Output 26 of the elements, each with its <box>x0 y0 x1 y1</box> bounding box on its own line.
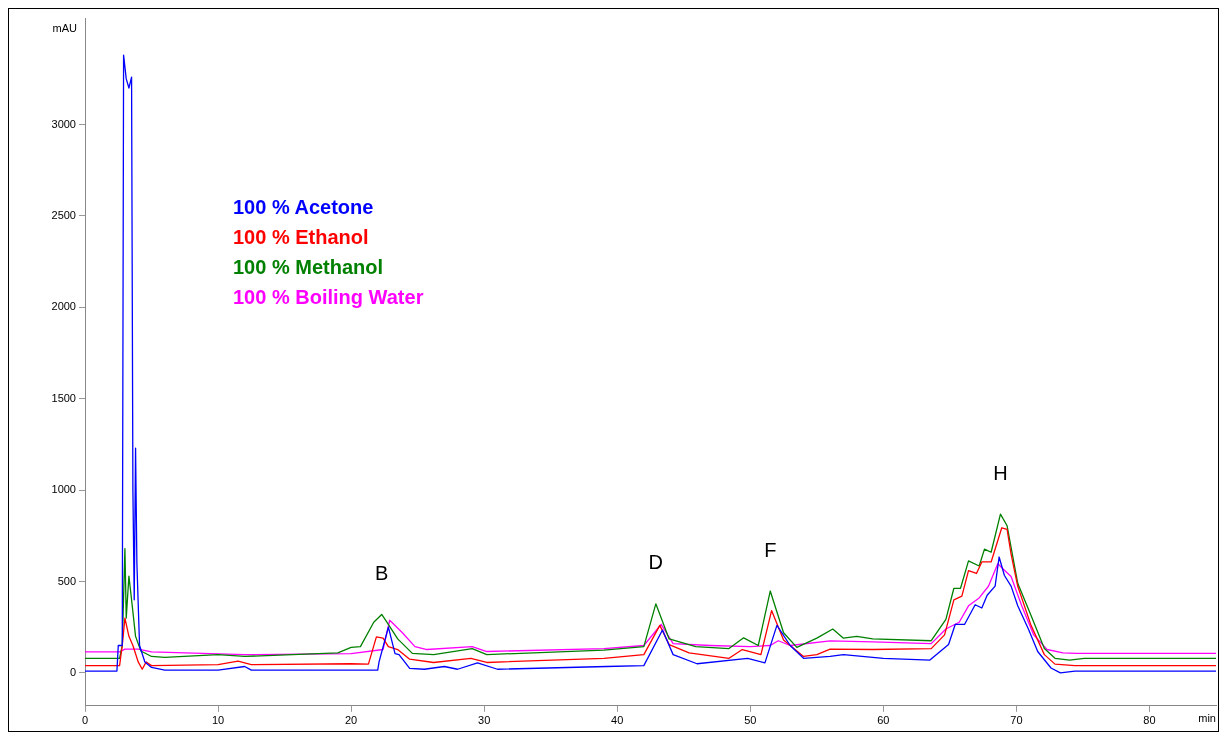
x-tick-label: 60 <box>877 714 890 727</box>
text: 100 % Ethanol <box>233 226 369 249</box>
y-tick-label: 0 <box>69 665 76 678</box>
text: 100 % Acetone <box>233 196 374 219</box>
y-tick-label: 1000 <box>51 483 76 496</box>
x-tick-label: 70 <box>1010 714 1023 727</box>
annotation: F <box>764 538 777 561</box>
x-tick-label: 20 <box>344 714 358 727</box>
x-tick-label: 40 <box>611 714 624 727</box>
text: 100 % Methanol <box>233 256 384 279</box>
y-tick-label: 1500 <box>51 391 76 404</box>
annotation: D <box>648 551 664 574</box>
y-tick-label: 2500 <box>51 209 76 222</box>
y-tick-label: 500 <box>57 574 76 587</box>
x-tick-label: 50 <box>744 714 757 727</box>
x-axis-title: min <box>1198 712 1216 725</box>
y-axis-title: mAU <box>52 21 78 34</box>
annotation: B <box>375 561 389 584</box>
x-tick-label: 30 <box>478 714 491 727</box>
y-tick-label: 2000 <box>51 300 76 313</box>
x-tick-label: 0 <box>81 714 89 727</box>
x-tick-label: 10 <box>211 714 225 727</box>
y-tick-label: 3000 <box>51 117 76 130</box>
text: 100 % Boiling Water <box>233 286 424 309</box>
x-tick-label: 80 <box>1143 714 1156 727</box>
annotation: H <box>993 461 1008 484</box>
